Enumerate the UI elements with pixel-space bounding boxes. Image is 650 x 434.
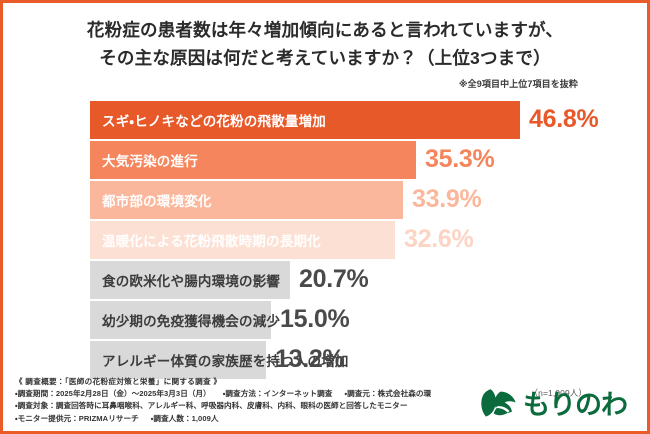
bar-label: 温暖化による花粉飛散時期の長期化 bbox=[102, 233, 321, 249]
brand-logo: もりのわ bbox=[478, 388, 639, 425]
monitor-provider: ・モニター提供元：PRIZMAリサーチ bbox=[15, 413, 139, 423]
survey-method: ・調査方法：インターネット調査 bbox=[222, 389, 333, 399]
bar-value: 20.7% bbox=[299, 265, 369, 294]
bar-row: アレルギー体質の家族歴を持つ人の増加 13.2% bbox=[90, 340, 647, 379]
bar-label: アレルギー体質の家族歴を持つ人の増加 bbox=[102, 353, 349, 369]
survey-count: ・調査人数：1,009人 bbox=[150, 413, 219, 423]
bar-label: 都市部の環境変化 bbox=[102, 193, 212, 209]
bar-row: 食の欧米化や腸内環境の影響 20.7% bbox=[90, 260, 647, 299]
chart-subnote: ※全9項目中上位7項目を抜粋 bbox=[458, 78, 578, 89]
page-title-line-2: その主な原因は何だと考えていますか？（上位3つまで） bbox=[99, 48, 551, 69]
bar-value: 46.8% bbox=[529, 105, 599, 134]
survey-period-line: ・調査期間：2025年2月28日（金）〜2025年3月3日（月） ・調査方法：イン… bbox=[15, 388, 431, 400]
header: 花粉症の患者数は年々増加傾向にあると言われていますが、 その主な原因は何だと考え… bbox=[3, 3, 647, 92]
bar-row: 温暖化による花粉飛散時期の長期化 32.6% bbox=[90, 220, 647, 259]
bar-label: スギ・ヒノキなどの花粉の飛散量増加 bbox=[102, 113, 326, 129]
survey-overview-line: 《 調査概要：「医師の花粉症対策と栄養」に関する調査 》 bbox=[15, 376, 222, 386]
survey-source: ・調査元：株式会社森の環 bbox=[344, 389, 432, 399]
bar-value: 15.0% bbox=[280, 305, 350, 334]
bar-fill: 大気汚染の進行 bbox=[90, 140, 416, 179]
bar-fill: スギ・ヒノキなどの花粉の飛散量増加 bbox=[90, 100, 520, 139]
survey-target-line: ・調査対象：調査回答時に耳鼻咽喉科、アレルギー科、呼吸器内科、皮膚科、内科、眼科… bbox=[15, 401, 408, 411]
leaf-icon bbox=[478, 388, 518, 422]
bar-value: 35.3% bbox=[425, 145, 495, 174]
bar-value: 13.2% bbox=[275, 345, 345, 374]
bar-fill: アレルギー体質の家族歴を持つ人の増加 bbox=[90, 340, 348, 379]
bar-row: 幼少期の免疫獲得機会の減少 15.0% bbox=[90, 300, 647, 339]
bar-row: 大気汚染の進行 35.3% bbox=[90, 140, 647, 179]
logo-wordmark: もりのわ bbox=[523, 389, 628, 420]
page-title-line-1: 花粉症の患者数は年々増加傾向にあると言われていますが、 bbox=[86, 20, 564, 40]
bar-label: 食の欧米化や腸内環境の影響 bbox=[102, 273, 281, 289]
bar-fill: 都市部の環境変化 bbox=[90, 180, 403, 219]
bar-fill: 幼少期の免疫獲得機会の減少 bbox=[90, 300, 280, 339]
survey-details: 《 調査概要：「医師の花粉症対策と栄養」に関する調査 》 ・調査期間：2025年… bbox=[11, 376, 431, 425]
bar-row: スギ・ヒノキなどの花粉の飛散量増加 46.8% bbox=[90, 100, 647, 139]
bar-chart: スギ・ヒノキなどの花粉の飛散量増加 46.8% 大気汚染の進行 35.3% 都市… bbox=[3, 100, 647, 379]
footer-inner: 《 調査概要：「医師の花粉症対策と栄養」に関する調査 》 ・調査期間：2025年… bbox=[11, 376, 639, 425]
bar-fill: 食の欧米化や腸内環境の影響 bbox=[90, 260, 290, 299]
survey-period: ・調査期間：2025年2月28日（金）〜2025年3月3日（月） bbox=[15, 389, 211, 399]
subnote-row: ※全9項目中上位7項目を抜粋 bbox=[3, 74, 647, 92]
sample-size-note: （n=1,009人） bbox=[529, 387, 587, 398]
bar-fill: 温暖化による花粉飛散時期の長期化 bbox=[90, 220, 395, 259]
bar-label: 幼少期の免疫獲得機会の減少 bbox=[102, 313, 281, 329]
bar-label: 大気汚染の進行 bbox=[102, 153, 198, 169]
survey-monitor-line: ・モニター提供元：PRIZMAリサーチ ・調査人数：1,009人 bbox=[15, 413, 431, 425]
footer: 《 調査概要：「医師の花粉症対策と栄養」に関する調査 》 ・調査期間：2025年… bbox=[3, 376, 647, 431]
bar-row: 都市部の環境変化 33.9% bbox=[90, 180, 647, 219]
bar-value: 33.9% bbox=[412, 185, 482, 214]
sample-size-row: （n=1,009人） bbox=[3, 383, 647, 401]
bar-value: 32.6% bbox=[404, 225, 474, 254]
